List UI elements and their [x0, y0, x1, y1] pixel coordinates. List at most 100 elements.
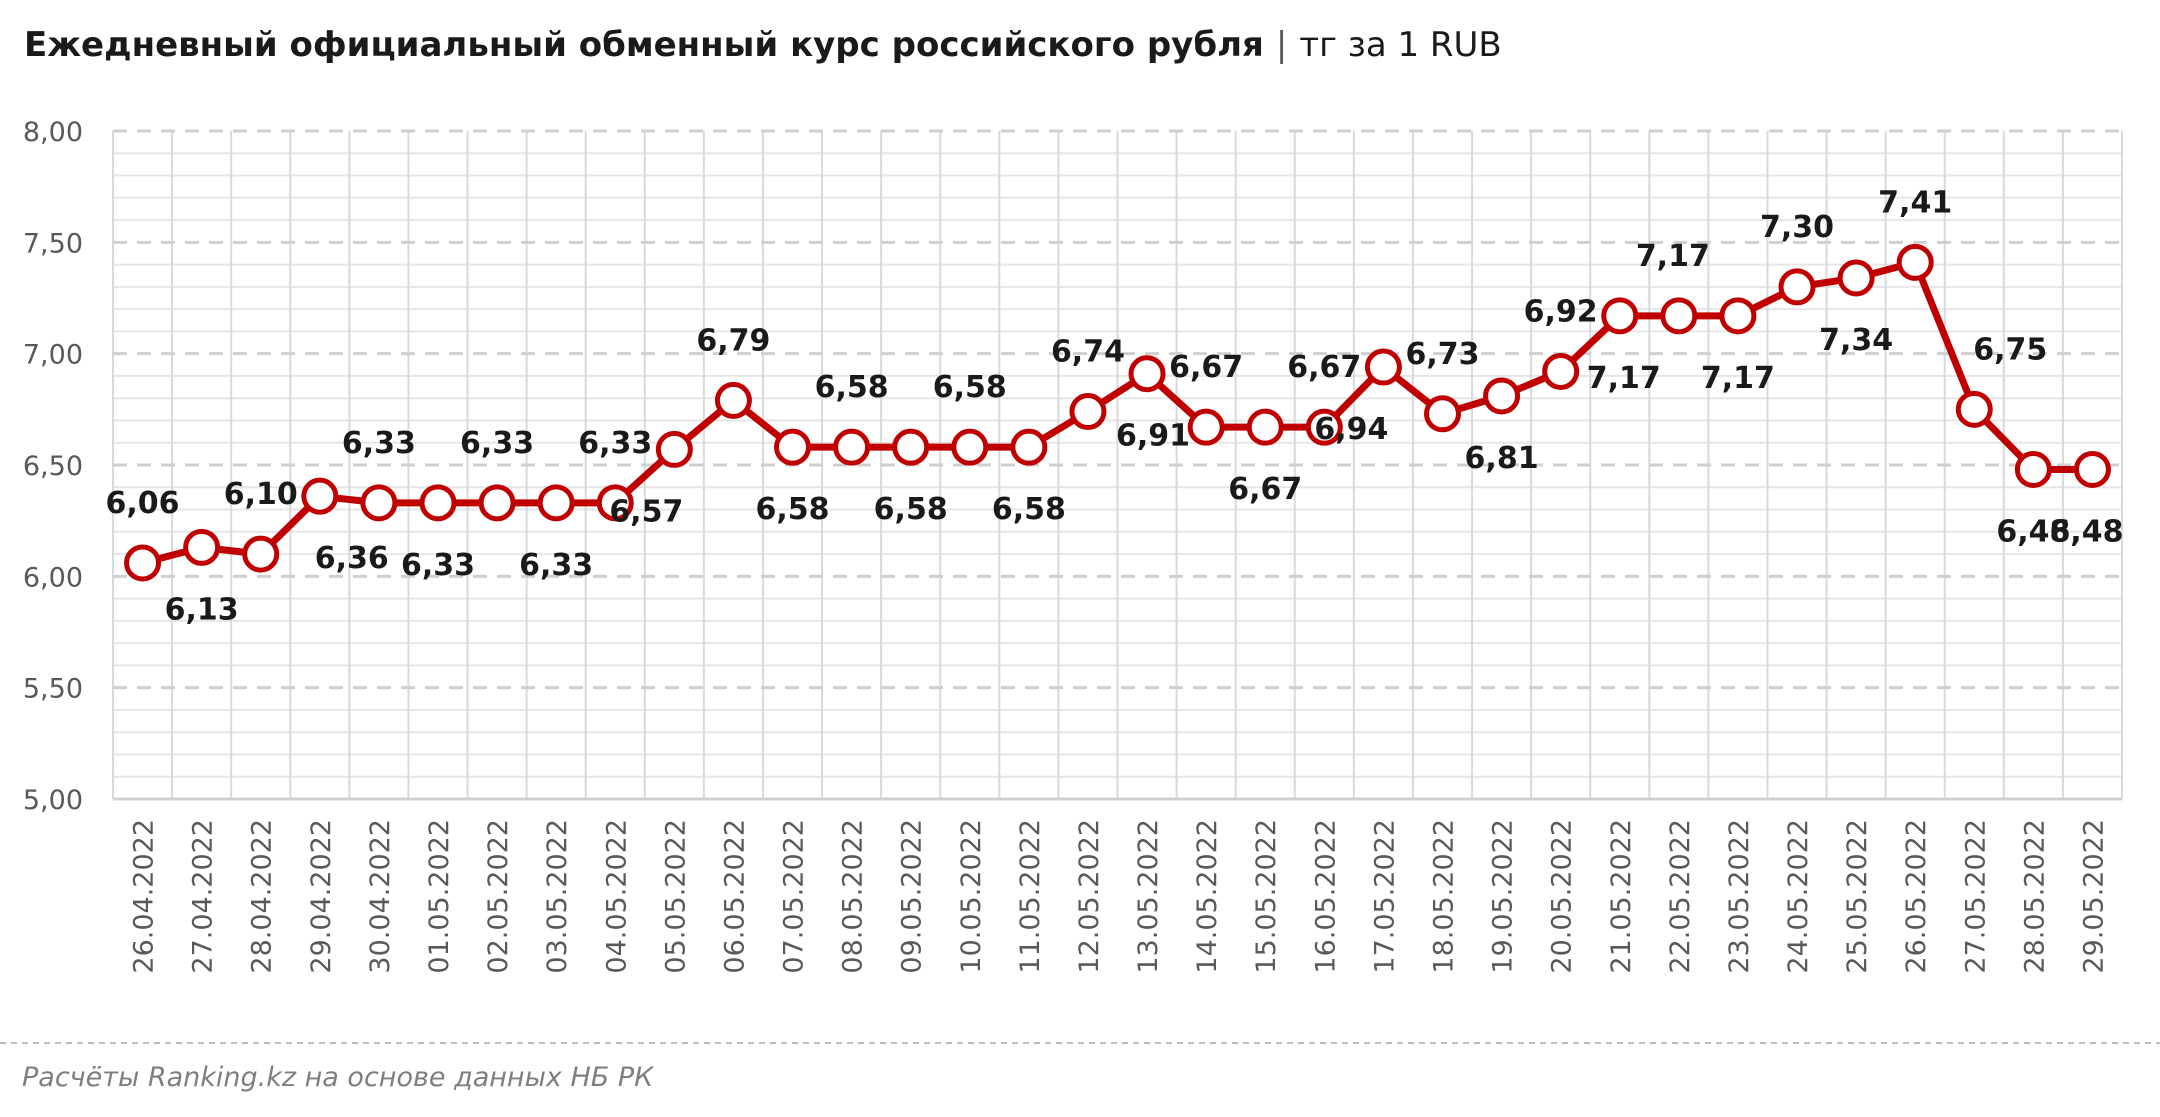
x-tick-label: 06.05.2022 [719, 819, 750, 974]
x-tick-label: 03.05.2022 [542, 819, 573, 974]
x-tick-label: 30.04.2022 [365, 819, 396, 974]
data-point-marker [1719, 297, 1757, 335]
x-tick-label: 13.05.2022 [1133, 819, 1164, 974]
x-tick-label: 29.05.2022 [2078, 819, 2109, 974]
data-label: 6,33 [578, 426, 652, 461]
data-label: 6,48 [1996, 514, 2070, 549]
data-label: 7,17 [1701, 361, 1775, 396]
x-tick-label: 25.05.2022 [1842, 819, 1873, 974]
x-tick-label: 27.04.2022 [188, 819, 219, 974]
data-point-marker [419, 484, 457, 522]
data-point-marker [1010, 428, 1048, 466]
chart-title-unit: тг за 1 RUB [1299, 25, 1501, 65]
x-tick-label: 15.05.2022 [1251, 819, 1282, 974]
data-label: 6,67 [1228, 472, 1302, 507]
data-point-marker [892, 428, 930, 466]
data-label: 6,13 [165, 592, 239, 627]
data-label: 6,06 [106, 486, 180, 521]
data-label: 6,67 [1169, 350, 1243, 385]
x-tick-label: 26.04.2022 [129, 819, 160, 974]
x-tick-label: 09.05.2022 [897, 819, 928, 974]
x-tick-label: 17.05.2022 [1369, 819, 1400, 974]
data-label: 6,33 [460, 426, 534, 461]
data-point-marker [1423, 395, 1461, 433]
x-tick-label: 24.05.2022 [1783, 819, 1814, 974]
data-point-marker [714, 381, 752, 419]
data-point-marker [1364, 348, 1402, 386]
data-point-marker [1069, 393, 1107, 431]
markers [124, 243, 2111, 582]
data-label: 6,75 [1973, 332, 2047, 367]
data-point-marker [1542, 352, 1580, 390]
data-point-marker [774, 428, 812, 466]
data-label: 7,30 [1760, 210, 1834, 245]
x-tick-label: 19.05.2022 [1488, 819, 1519, 974]
data-point-marker [1778, 268, 1816, 306]
y-tick-label: 5,00 [23, 785, 83, 816]
data-point-marker [360, 484, 398, 522]
x-tick-label: 21.05.2022 [1606, 819, 1637, 974]
data-point-marker [1187, 408, 1225, 446]
y-tick-label: 8,00 [23, 117, 83, 148]
x-tick-label: 05.05.2022 [660, 819, 691, 974]
data-point-marker [951, 428, 989, 466]
x-tick-label: 20.05.2022 [1547, 819, 1578, 974]
data-label: 6,33 [519, 548, 593, 583]
x-tick-label: 23.05.2022 [1724, 819, 1755, 974]
data-point-marker [537, 484, 575, 522]
data-point-marker [124, 544, 162, 582]
data-label: 6,67 [1287, 350, 1361, 385]
source-note: Расчёты Ranking.kz на основе данных НБ Р… [22, 1062, 655, 1093]
y-tick-label: 7,00 [23, 340, 83, 371]
x-axis: 26.04.2022 27.04.2022 28.04.2022 29.04.2022… [129, 819, 2110, 974]
data-point-marker [1955, 390, 1993, 428]
x-tick-label: 16.05.2022 [1310, 819, 1341, 974]
x-tick-label: 12.05.2022 [1074, 819, 1105, 974]
title-separator: | [1276, 25, 1287, 65]
data-label: 6,81 [1465, 441, 1539, 476]
data-point-marker [183, 528, 221, 566]
data-point-marker [301, 477, 339, 515]
x-tick-label: 22.05.2022 [1665, 819, 1696, 974]
data-point-marker [1128, 355, 1166, 393]
x-tick-label: 14.05.2022 [1192, 819, 1223, 974]
data-label: 7,17 [1587, 361, 1661, 396]
data-label: 6,94 [1314, 412, 1388, 447]
data-label: 7,34 [1819, 323, 1893, 358]
x-tick-label: 28.04.2022 [247, 819, 278, 974]
data-label: 6,91 [1116, 419, 1190, 454]
x-tick-label: 04.05.2022 [601, 819, 632, 974]
data-point-marker [1601, 297, 1639, 335]
y-axis: 5,00 5,50 6,00 6,50 7,00 7,50 8,00 [23, 117, 83, 816]
x-tick-label: 27.05.2022 [1960, 819, 1991, 974]
data-point-marker [1837, 259, 1875, 297]
data-label: 7,41 [1878, 185, 1952, 220]
data-point-marker [1660, 297, 1698, 335]
data-label: 6,36 [315, 541, 389, 576]
data-point-marker [478, 484, 516, 522]
chart-title-main: Ежедневный официальный обменный курс рос… [24, 25, 1264, 65]
data-point-marker [2073, 450, 2111, 488]
x-tick-label: 28.05.2022 [2019, 819, 2050, 974]
y-tick-label: 7,50 [23, 228, 83, 259]
data-label: 6,74 [1051, 335, 1125, 370]
data-label: 6,48 [2049, 514, 2123, 549]
data-label: 6,92 [1524, 294, 1598, 329]
data-label: 6,73 [1405, 337, 1479, 372]
data-point-marker [655, 430, 693, 468]
y-tick-label: 6,50 [23, 451, 83, 482]
data-point-marker [596, 484, 634, 522]
data-point-marker [1305, 408, 1343, 446]
x-tick-label: 26.05.2022 [1901, 819, 1932, 974]
data-label: 6,57 [609, 494, 683, 529]
data-label: 6,79 [696, 323, 770, 358]
data-point-marker [1483, 377, 1521, 415]
data-label: 7,17 [1636, 239, 1710, 274]
x-tick-label: 18.05.2022 [1428, 819, 1459, 974]
data-point-marker [242, 535, 280, 573]
data-labels: 6,06 6,13 6,10 6,36 6,33 6,33 6,33 6,33 6,33 6,57… [106, 185, 2124, 627]
x-tick-label: 02.05.2022 [483, 819, 514, 974]
series-line [141, 258, 2093, 567]
data-label: 6,10 [224, 477, 298, 512]
